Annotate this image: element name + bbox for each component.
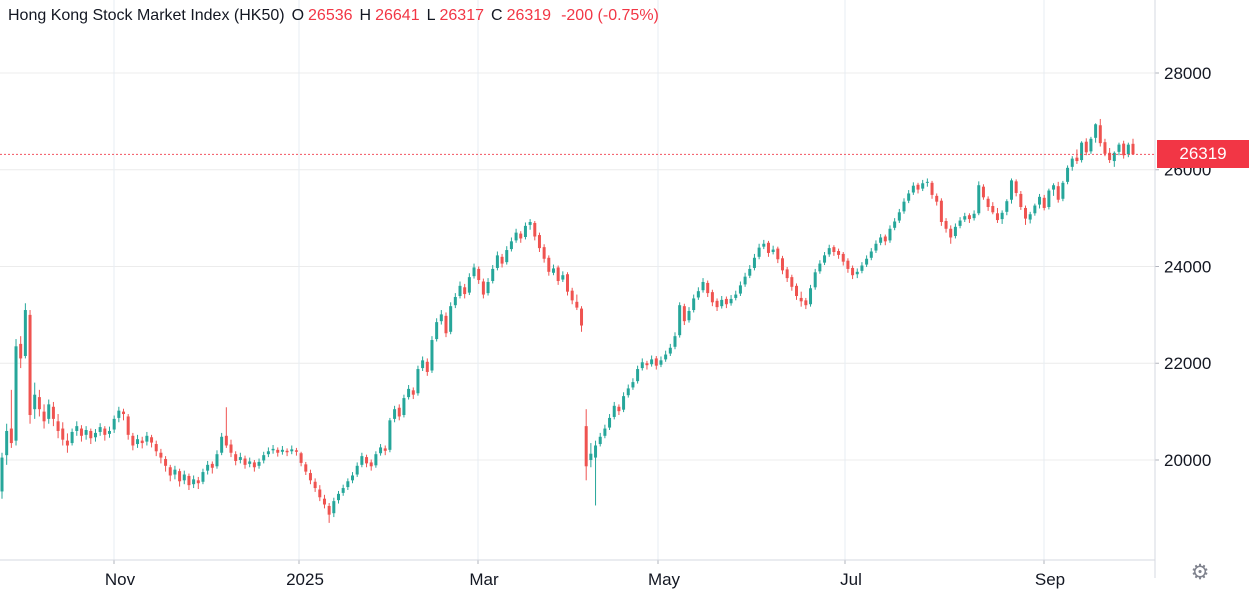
svg-text:Mar: Mar xyxy=(469,570,499,589)
svg-text:Nov: Nov xyxy=(105,570,136,589)
high-label: H xyxy=(359,7,372,24)
grid xyxy=(0,0,1155,560)
open-label: O xyxy=(291,7,305,24)
svg-text:2025: 2025 xyxy=(286,570,324,589)
symbol-ohlc-bar: Hong Kong Stock Market Index (HK50) O 2653… xyxy=(8,7,659,25)
svg-text:20000: 20000 xyxy=(1164,451,1211,470)
svg-text:28000: 28000 xyxy=(1164,64,1211,83)
candlestick-series xyxy=(0,118,1135,523)
svg-text:22000: 22000 xyxy=(1164,354,1211,373)
last-price-label: 26319 xyxy=(1157,140,1249,168)
change-value: -200 (-0.75%) xyxy=(561,7,659,24)
settings-gear-icon[interactable]: ⚙ xyxy=(1190,560,1210,584)
low-label: L xyxy=(426,7,436,24)
open-value: 26536 xyxy=(308,7,353,24)
svg-text:Sep: Sep xyxy=(1035,570,1065,589)
svg-text:Jul: Jul xyxy=(840,570,862,589)
close-value: 26319 xyxy=(506,7,552,24)
close-label: C xyxy=(491,7,503,24)
svg-text:May: May xyxy=(648,570,681,589)
low-value: 26317 xyxy=(439,7,485,24)
svg-text:24000: 24000 xyxy=(1164,257,1211,276)
high-value: 26641 xyxy=(375,7,420,24)
symbol-title: Hong Kong Stock Market Index (HK50) xyxy=(8,7,285,24)
